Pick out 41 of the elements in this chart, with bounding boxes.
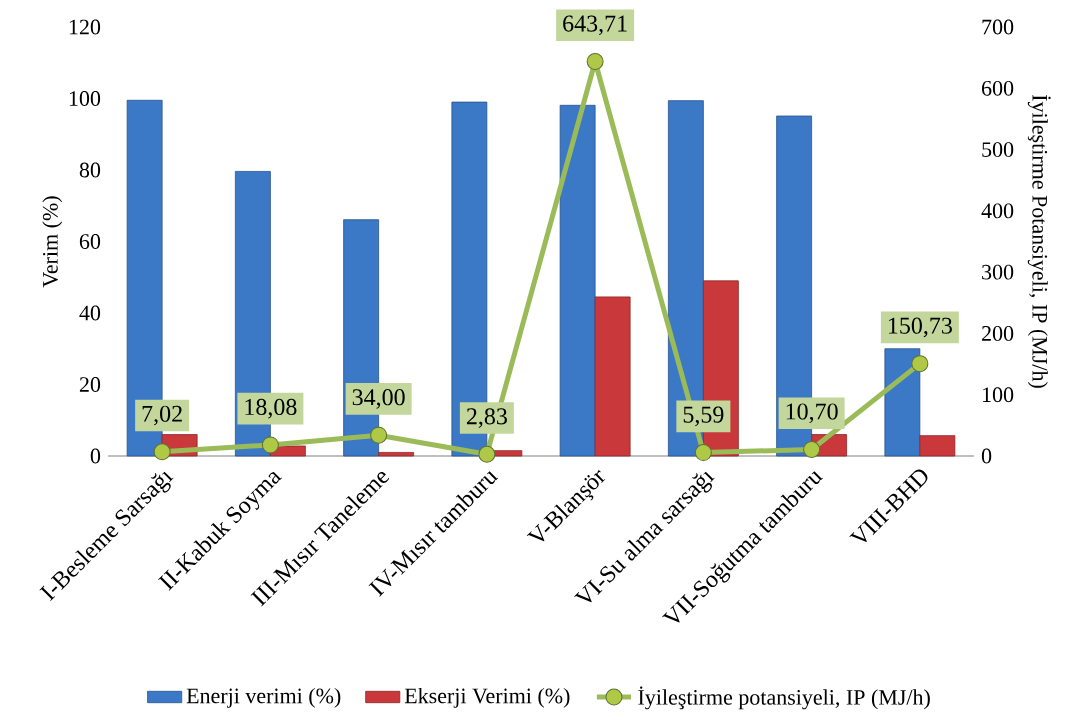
data-label: 643,71 [563,15,627,36]
bar [378,452,415,457]
y-tick-label: 40 [79,305,101,321]
y2-tick-label: 200 [982,326,1014,341]
point [478,445,496,463]
data-label: 18,08 [245,398,297,419]
y-tick-label: 80 [79,162,101,178]
point [803,440,821,458]
y2-tick-label: 700 [982,19,1014,35]
point [261,436,279,454]
y2-tick-label: 400 [981,203,1014,219]
data-label: 2,83 [466,408,507,428]
point [586,53,604,70]
legend-label: Enerji verimi (%) [186,687,341,708]
y-tick-label: 20 [79,377,101,392]
legend-label: Ekserji Verimi (%) [404,687,570,708]
point [153,443,171,461]
point [370,426,388,444]
y2-tick-label: 100 [983,387,1014,403]
y2-tick-label: 0 [981,448,992,464]
y-tick-label: 0 [90,448,101,464]
y2-tick-label: 500 [982,142,1014,158]
point [911,355,929,373]
y-tick-label: 100 [69,91,101,106]
legend-label: İyileştirme potansiyeli, IP (MJ/h) [638,686,930,710]
y-axis-title: Verim (%) [42,196,63,288]
y2-tick-label: 600 [982,80,1014,96]
bar [594,296,631,457]
bar [884,348,921,457]
data-label: 5,59 [683,406,724,427]
y2-tick-label: 300 [982,264,1014,280]
data-label: 10,70 [786,403,838,424]
bar [919,435,956,457]
y-tick-label: 120 [69,19,101,35]
point [694,444,712,462]
data-label: 34,00 [352,389,405,409]
y2-axis-title: İyileştirme Potansiyeli, IP (MJ/h) [1027,95,1051,388]
y-tick-label: 60 [79,234,101,249]
data-label: 150,73 [888,317,952,338]
data-label: 7,02 [142,405,182,426]
bar [559,104,596,457]
